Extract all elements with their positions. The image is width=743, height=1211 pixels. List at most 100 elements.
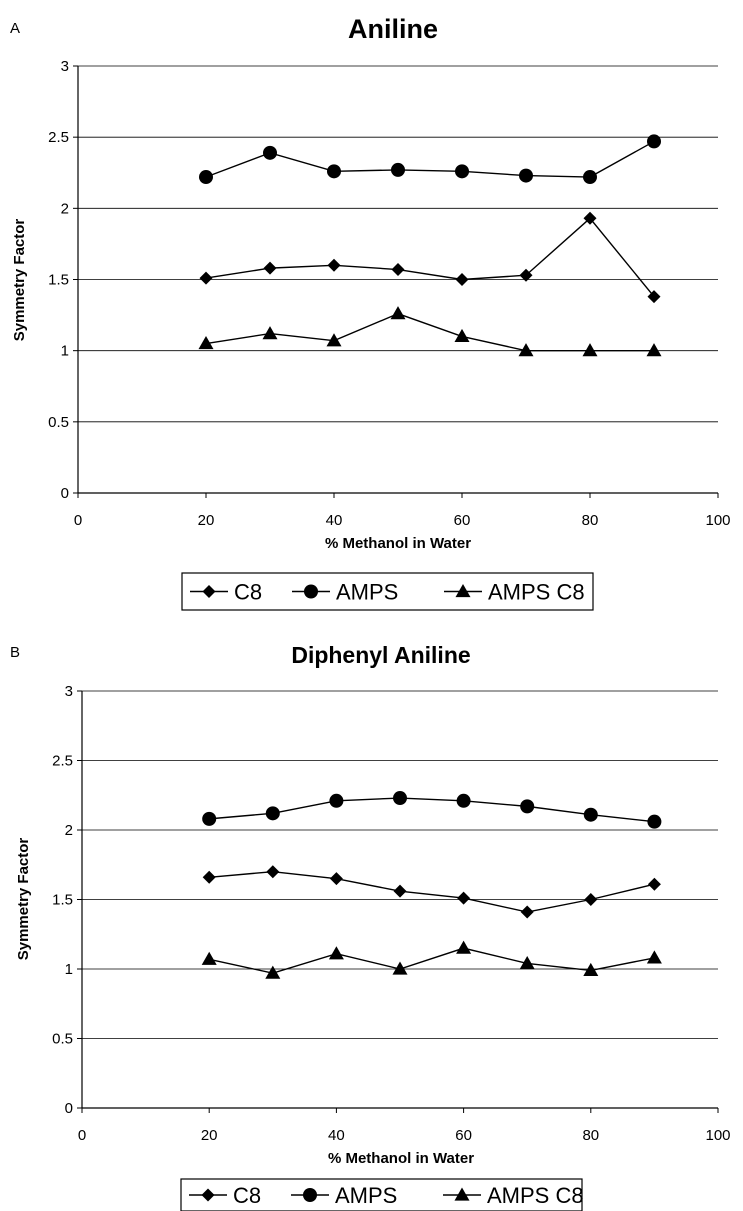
legend-marker-diamond [202,585,216,598]
y-tick-label: 1.5 [48,272,69,289]
chart-panel-a: A Aniline 0 0.5 1 1.5 2 2.5 3 0 20 40 60 80 100 % Metha… [10,14,731,611]
y-axis-label: Symmetry Factor [15,838,32,961]
legend-box [180,1178,583,1211]
data-point-triangle [265,965,281,979]
y-tick-label: 2 [61,200,69,217]
legend-label: AMPS [336,580,398,605]
x-tick-label: 60 [454,512,471,529]
y-tick-label: 3 [65,683,73,700]
y-tick-label: 3 [61,58,69,75]
series-line [205,312,654,352]
data-point-diamond [263,261,277,275]
data-point-circle [391,162,405,177]
x-tick-label: 20 [198,512,215,529]
y-tick-label: 0.5 [52,1031,73,1048]
series-c8 [199,211,661,304]
y-tick-label: 0 [61,485,69,502]
data-point-diamond [327,258,341,272]
data-point-circle [455,164,469,179]
data-point-circle [329,793,344,808]
series-amps [199,134,661,185]
data-point-diamond [519,268,533,282]
data-point-triangle [201,951,217,965]
series-amps-c8 [201,940,662,979]
data-point-circle [327,164,341,179]
y-tick-label: 1 [61,343,69,360]
series-line [209,797,655,823]
legend-label: AMPS C8 [488,580,585,605]
x-tick-label: 40 [326,512,343,529]
data-point-circle [263,145,277,160]
data-point-circle [265,806,280,821]
data-point-triangle [392,961,408,975]
series-line [209,947,655,974]
data-point-triangle [456,940,472,954]
data-point-diamond [393,884,407,898]
y-tick-label: 0 [65,1100,73,1117]
y-tick-label: 2.5 [48,129,69,146]
series-c8 [202,865,661,919]
data-point-circle [456,793,471,808]
data-point-diamond [647,290,661,304]
x-tick-label: 0 [74,512,82,529]
data-point-triangle [646,950,662,964]
data-point-circle [583,170,597,185]
y-tick-label: 1.5 [52,892,73,909]
legend-label: AMPS C8 [487,1183,584,1208]
data-point-circle [199,170,213,185]
x-axis-label: % Methanol in Water [325,535,471,552]
data-point-diamond [455,273,469,286]
x-tick-label: 100 [705,512,730,529]
series-line [209,870,655,913]
data-point-triangle [454,328,470,343]
data-point-diamond [520,905,534,919]
legend: C8 AMPS AMPS C8 [181,572,594,611]
data-point-circle [647,134,661,149]
data-point-triangle [519,955,535,970]
series-amps-c8 [198,306,662,357]
legend-marker-circle [304,584,318,599]
panel-label: B [10,644,20,661]
y-tick-label: 0.5 [48,414,69,431]
data-point-diamond [584,893,598,906]
data-point-diamond [266,865,280,879]
data-point-triangle [262,326,278,340]
legend-box [181,572,594,611]
legend-marker-diamond [201,1188,215,1202]
x-tick-label: 80 [582,512,599,529]
x-tick-label: 20 [201,1127,218,1144]
y-tick-label: 2.5 [52,753,73,770]
x-tick-label: 0 [78,1127,86,1144]
chart-title: Diphenyl Aniline [291,642,470,668]
y-tick-label: 2 [65,822,73,839]
x-tick-label: 40 [328,1127,345,1144]
data-point-triangle [198,336,214,350]
y-tick-label: 1 [65,961,73,978]
data-point-triangle [326,333,342,347]
data-point-diamond [457,891,471,905]
data-point-circle [519,168,533,183]
data-point-circle [393,791,407,806]
legend-marker-circle [303,1188,317,1202]
data-point-diamond [647,877,661,891]
x-tick-label: 100 [705,1127,730,1144]
data-point-triangle [390,306,406,320]
legend-label: C8 [233,1183,261,1208]
series-line [205,140,655,178]
chart-panel-b: B Diphenyl Aniline 0 0.5 1 1.5 2 2.5 3 0 20 40 60 80 1… [10,642,731,1211]
chart-title: Aniline [348,14,438,44]
series-amps [202,791,662,829]
data-point-circle [647,814,662,829]
legend: C8 AMPS AMPS C8 [180,1178,584,1211]
y-axis-label: Symmetry Factor [11,219,28,342]
legend-label: AMPS [335,1183,397,1208]
data-point-diamond [329,872,343,886]
legend-label: C8 [234,580,262,605]
x-axis-label: % Methanol in Water [328,1150,474,1167]
data-point-circle [583,807,598,822]
data-point-triangle [646,343,662,357]
data-point-diamond [199,271,213,285]
data-point-triangle [328,946,344,960]
panel-label: A [10,20,20,37]
data-point-diamond [583,211,597,225]
